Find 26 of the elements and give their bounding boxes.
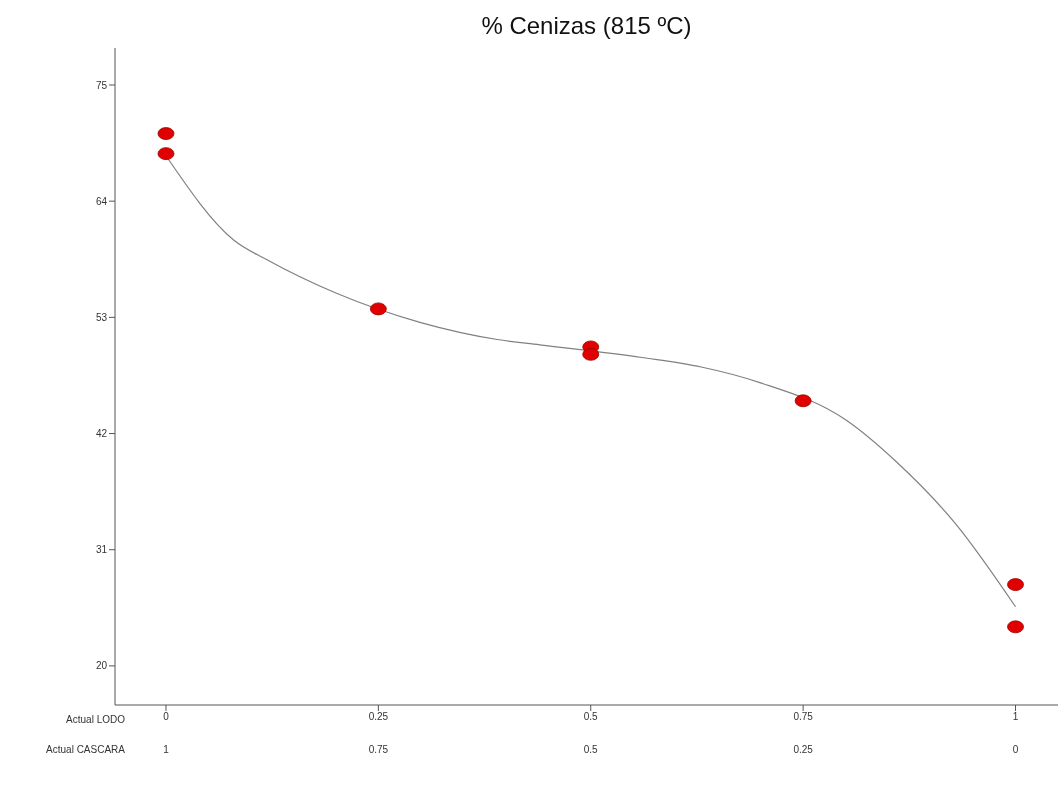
y-tick-label: 42 (95, 428, 108, 440)
x2-tick-label: 0 (1012, 744, 1019, 755)
x-tick-label: 0.75 (793, 711, 814, 723)
y-tick-label: 20 (95, 660, 108, 672)
point (369, 302, 387, 316)
y-tick-label: 64 (95, 195, 108, 207)
point (1007, 620, 1024, 634)
x2-tick-label: 0.75 (368, 744, 389, 755)
x-axis-title: Actual LODO (66, 714, 126, 725)
x-tick-label: 1 (1012, 711, 1019, 723)
y-tick-label: 31 (95, 544, 108, 556)
point (1007, 578, 1024, 591)
x2-tick-label: 0.5 (583, 744, 599, 755)
y-tick-label: 53 (95, 311, 108, 323)
chart-title: % Cenizas (815 ºC) (480, 12, 693, 40)
x-tick-label: 0 (163, 711, 170, 723)
point (794, 394, 812, 408)
point (157, 147, 175, 161)
y-tick-label: 75 (95, 79, 108, 91)
x2-axis-title: Actual CASCARA (46, 744, 126, 755)
x2-tick-label: 0.25 (793, 744, 814, 755)
x-tick-label: 0.5 (583, 711, 599, 723)
point (582, 347, 600, 361)
point (157, 127, 175, 140)
x2-tick-label: 1 (163, 744, 170, 755)
x-tick-label: 0.25 (368, 711, 389, 723)
